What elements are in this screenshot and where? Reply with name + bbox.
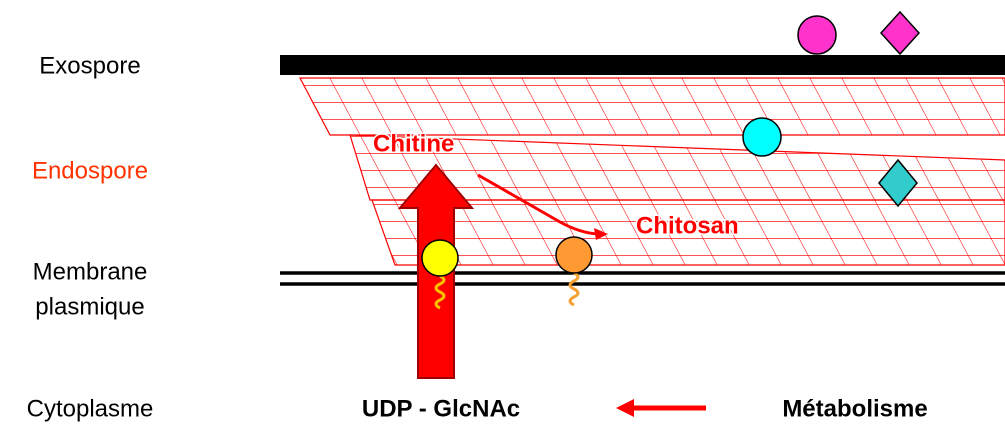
layer-label: Membrane: [33, 258, 148, 285]
layer-label: Endospore: [32, 157, 148, 184]
chitin-grid: [349, 134, 1005, 201]
layer-label: plasmique: [35, 293, 144, 320]
protein-diamond: [879, 10, 921, 56]
protein-circle: [797, 15, 837, 55]
chitin-grid: [299, 77, 1005, 136]
metabolism-label: Métabolisme: [782, 395, 927, 422]
chitin-grid: [371, 199, 1005, 266]
anchor: [434, 274, 446, 310]
chitin-deacetylase: [555, 236, 593, 274]
protein-circle: [742, 117, 782, 157]
anchor: [568, 271, 580, 307]
chitin-synthase: [421, 239, 459, 277]
molecule-label: Chitosan: [636, 212, 739, 239]
layer-label: Cytoplasme: [27, 395, 154, 422]
conversion-arrow: [477, 173, 599, 236]
substrate-label: UDP - GlcNAc: [362, 395, 520, 422]
arrow-head: [616, 399, 634, 417]
protein-diamond: [878, 158, 918, 208]
layer-label: Exospore: [39, 52, 140, 79]
exospore-layer: [280, 55, 1005, 75]
arrow-head: [594, 228, 608, 240]
molecule-label: Chitine: [373, 130, 454, 157]
